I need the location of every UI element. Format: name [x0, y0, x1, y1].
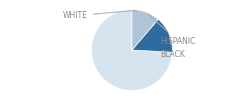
Wedge shape [132, 19, 172, 52]
Text: WHITE: WHITE [63, 10, 136, 20]
Wedge shape [91, 10, 172, 90]
Text: BLACK: BLACK [161, 37, 185, 59]
Text: HISPANIC: HISPANIC [148, 14, 196, 46]
Wedge shape [132, 10, 158, 50]
